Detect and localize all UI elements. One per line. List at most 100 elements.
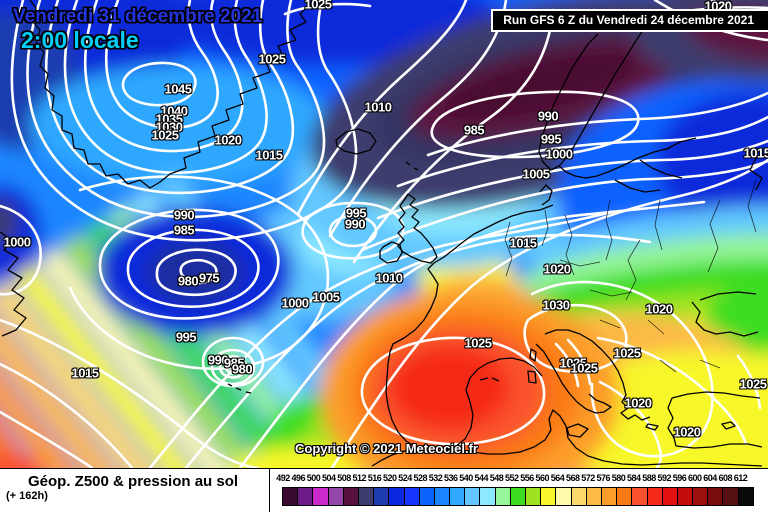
colorbar-tick-label: 560 <box>535 473 550 483</box>
colorbar-tick-label: 552 <box>504 473 519 483</box>
colorbar-cell <box>465 488 480 505</box>
forecast-date-label: Vendredi 31 décembre 2021 <box>13 6 263 27</box>
pressure-label: 1000 <box>3 234 31 250</box>
pressure-label: 1040 <box>160 103 188 119</box>
colorbar-cell <box>419 488 434 505</box>
pressure-label: 990 <box>207 352 229 368</box>
coastlines <box>0 0 763 467</box>
pressure-label: 1020 <box>543 261 571 277</box>
pressure-label: 975 <box>198 270 220 286</box>
pressure-label: 1030 <box>155 119 183 135</box>
colorbar-cell <box>404 488 419 505</box>
pressure-label: 1045 <box>164 81 192 97</box>
colorbar-tick-label: 540 <box>459 473 473 483</box>
bottom-strip: Géop. Z500 & pression au sol (+ 162h) 49… <box>0 468 768 512</box>
pressure-label: 985 <box>173 222 195 238</box>
colorbar-labels: 492 496 500 504 508 512 516 520 524 528 532 536 540 5… <box>270 473 768 485</box>
colorbar-tick-label: 584 <box>626 473 641 483</box>
colorbar-cell <box>343 488 358 505</box>
pressure-label: 1025 <box>559 355 587 371</box>
colorbar-tick-label: 512 <box>352 473 367 483</box>
colorbar-cell <box>510 488 525 505</box>
geopotential-colorbar: 492 496 500 504 508 512 516 520 524 528 532 536 540 5… <box>270 469 768 512</box>
colorbar-cell <box>677 488 693 505</box>
pressure-label: 1015 <box>743 145 768 161</box>
map-canvas <box>0 0 768 468</box>
colorbar-tick-label: 576 <box>596 473 611 483</box>
pressure-label: 1005 <box>522 166 550 182</box>
colorbar-tick-label: 528 <box>413 473 428 483</box>
colorbar-tick-label: 520 <box>382 473 397 483</box>
colorbar-tick-label: 572 <box>581 473 595 483</box>
colorbar-cell <box>738 488 753 505</box>
pressure-label: 990 <box>173 207 195 223</box>
colorbar-cell <box>298 488 313 505</box>
colorbar-cell <box>526 488 541 505</box>
colorbar-tick-label: 492 <box>276 473 290 483</box>
forecast-hour-label: (+ 162h) <box>6 490 48 502</box>
colorbar-tick-label: 556 <box>520 473 534 483</box>
colorbar-tick-label: 612 <box>733 473 748 483</box>
colorbar-cell <box>556 488 571 505</box>
colorbar-cell <box>586 488 601 505</box>
colorbar-cell <box>632 488 647 505</box>
isobar-contours <box>0 0 768 468</box>
colorbar-tick-label: 568 <box>565 473 580 483</box>
colorbar-cell <box>541 488 556 505</box>
pressure-label: 1025 <box>613 345 641 361</box>
colorbar-tick-label: 496 <box>291 473 306 483</box>
pressure-label: 1000 <box>545 146 573 162</box>
pressure-label: 1015 <box>255 147 283 163</box>
pressure-label: 1035 <box>155 111 183 127</box>
pressure-label: 1015 <box>71 365 99 381</box>
colorbar-tick-label: 544 <box>474 473 489 483</box>
colorbar-tick-label: 592 <box>657 473 672 483</box>
colorbar-cell <box>358 488 374 505</box>
colorbar-cell <box>450 488 465 505</box>
pressure-label: 1025 <box>304 0 332 12</box>
pressure-label: 1005 <box>312 289 340 305</box>
colorbar-tick-label: 580 <box>611 473 626 483</box>
map-title-box: Géop. Z500 & pression au sol (+ 162h) <box>0 469 270 512</box>
copyright-label: Copyright © 2021 Meteociel.fr <box>295 441 478 456</box>
colorbar-tick-label: 588 <box>642 473 656 483</box>
pressure-label: 1025 <box>151 127 179 143</box>
pressure-label: 980 <box>177 273 199 289</box>
colorbar-cell <box>328 488 343 505</box>
pressure-label: 995 <box>175 329 197 345</box>
colorbar-tick-label: 548 <box>489 473 504 483</box>
pressure-label: 1020 <box>673 424 701 440</box>
pressure-label: 1010 <box>375 270 403 286</box>
model-run-info-box: Run GFS 6 Z du Vendredi 24 décembre 2021 <box>491 9 768 32</box>
colorbar-tick-label: 504 <box>321 473 336 483</box>
pressure-label: 1020 <box>624 395 652 411</box>
pressure-label: 1000 <box>281 295 309 311</box>
colorbar-cell <box>480 488 495 505</box>
pressure-label: 1010 <box>364 99 392 115</box>
forecast-time-label: 2:00 locale <box>21 27 139 53</box>
colorbar-cell <box>617 488 632 505</box>
map-title: Géop. Z500 & pression au sol <box>28 473 239 490</box>
colorbar-tick-label: 608 <box>718 473 733 483</box>
colorbar-cell <box>389 488 404 505</box>
pressure-label: 1025 <box>464 335 492 351</box>
colorbar-cell <box>647 488 662 505</box>
pressure-label: 1030 <box>542 297 570 313</box>
pressure-label: 980 <box>231 361 253 377</box>
pressure-label: 990 <box>344 216 366 232</box>
colorbar-cell <box>662 488 677 505</box>
pressure-label: 985 <box>463 122 485 138</box>
colorbar-tick-label: 508 <box>337 473 351 483</box>
pressure-label: 1025 <box>739 376 767 392</box>
colorbar-cells <box>282 487 754 506</box>
colorbar-tick-label: 596 <box>672 473 687 483</box>
colorbar-cell <box>313 488 328 505</box>
pressure-label: 990 <box>537 108 559 124</box>
colorbar-tick-label: 600 <box>687 473 702 483</box>
pressure-label: 985 <box>223 355 245 371</box>
colorbar-cell <box>571 488 586 505</box>
colorbar-tick-label: 604 <box>703 473 717 483</box>
colorbar-cell <box>723 488 738 505</box>
colorbar-cell <box>495 488 510 505</box>
pressure-label: 1020 <box>645 301 673 317</box>
